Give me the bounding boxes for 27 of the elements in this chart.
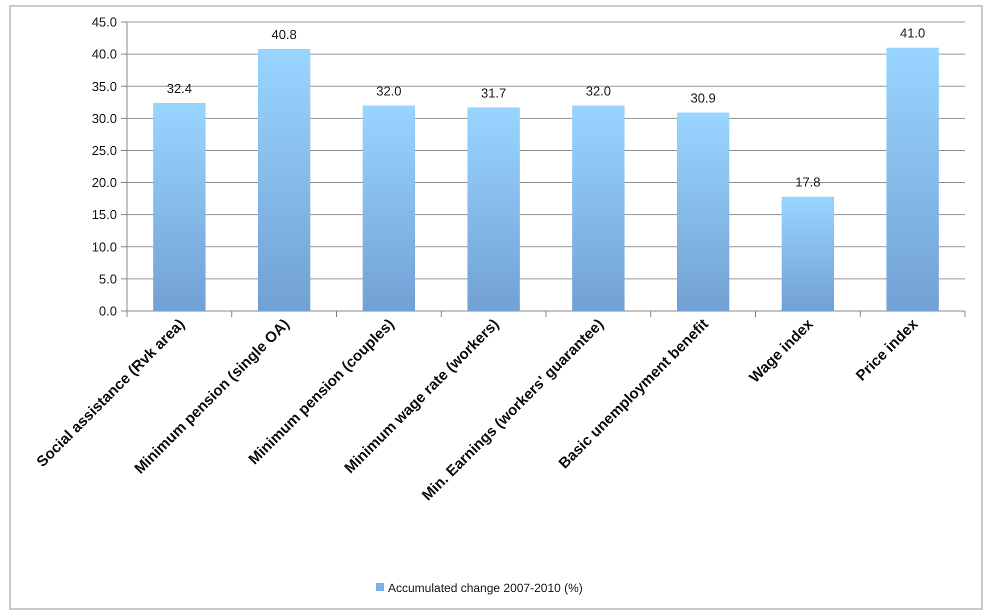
- y-tick-label: 25.0: [92, 142, 117, 158]
- bar: [362, 105, 416, 311]
- bar: [782, 196, 834, 311]
- data-label: 41.0: [900, 26, 926, 41]
- bar: [886, 48, 939, 311]
- data-label: 40.8: [271, 26, 297, 42]
- y-tick-label: 45.0: [92, 14, 117, 30]
- y-tick-label: 20.0: [92, 175, 117, 190]
- data-label: 17.8: [795, 174, 821, 190]
- data-label: 32.0: [376, 83, 402, 98]
- data-label: 32.0: [586, 83, 612, 98]
- y-tick-label: 0.0: [98, 304, 117, 319]
- data-label: 32.4: [166, 80, 192, 96]
- y-tick-label: 40.0: [92, 46, 117, 62]
- y-tick-label: 15.0: [92, 207, 117, 222]
- y-tick-label: 10.0: [92, 239, 117, 254]
- bar: [258, 48, 310, 311]
- bar: [467, 107, 520, 311]
- data-label: 31.7: [480, 85, 506, 100]
- data-label: 30.9: [690, 90, 716, 106]
- y-tick-label: 35.0: [92, 78, 117, 94]
- bar: [572, 105, 625, 311]
- y-tick-label: 30.0: [92, 110, 117, 126]
- bar: [676, 112, 730, 311]
- legend-label: Accumulated change 2007-2010 (%): [388, 581, 583, 595]
- bar: [153, 102, 206, 311]
- y-tick-label: 5.0: [98, 271, 117, 286]
